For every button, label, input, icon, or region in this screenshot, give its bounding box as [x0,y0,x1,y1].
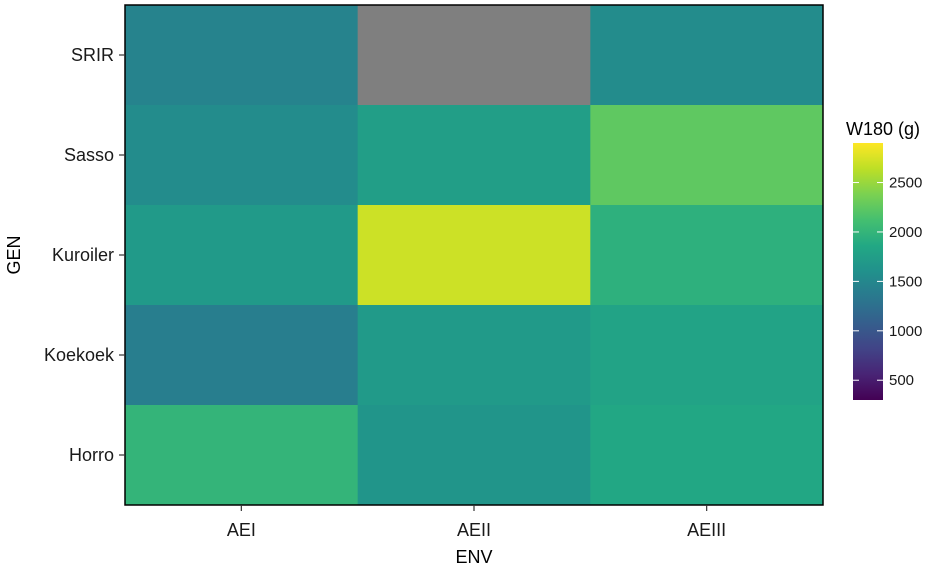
heatmap-cell [357,105,591,206]
y-tick-label: Sasso [64,145,114,165]
x-axis-title: ENV [455,547,492,567]
legend-colorbar [853,143,883,400]
heatmap-cell [590,5,824,106]
x-axis: AEI AEII AEIII [227,505,726,540]
heatmap-cell [125,405,359,506]
heatmap-cell [357,405,591,506]
y-tick-label: Koekoek [44,345,115,365]
y-tick-label: Kuroiler [52,245,114,265]
heatmap-cell [125,205,359,306]
heatmap-cell [590,105,824,206]
heatmap-cell [125,5,359,106]
heatmap-cell [590,405,824,506]
x-tick-label: AEIII [687,520,726,540]
x-tick-label: AEII [457,520,491,540]
legend-tick-label: 2500 [889,175,922,192]
heatmap-cell [357,5,591,106]
legend-tick-label: 1000 [889,323,922,340]
legend-tick-label: 2000 [889,224,922,241]
heatmap-cells [125,5,824,506]
color-legend: W180 (g) 500 1000 1500 2000 2500 [846,119,922,400]
heatmap-cell [357,305,591,406]
x-tick-label: AEI [227,520,256,540]
heatmap-cell [125,105,359,206]
heatmap-cell [125,305,359,406]
y-axis: SRIR Sasso Kuroiler Koekoek Horro [44,45,125,465]
y-tick-label: SRIR [71,45,114,65]
heatmap-cell [590,305,824,406]
heatmap-cell [590,205,824,306]
legend-title: W180 (g) [846,119,920,139]
legend-tick-label: 1500 [889,273,922,290]
y-axis-title: GEN [4,235,24,274]
y-tick-label: Horro [69,445,114,465]
legend-tick-label: 500 [889,372,914,389]
heatmap-cell [357,205,591,306]
